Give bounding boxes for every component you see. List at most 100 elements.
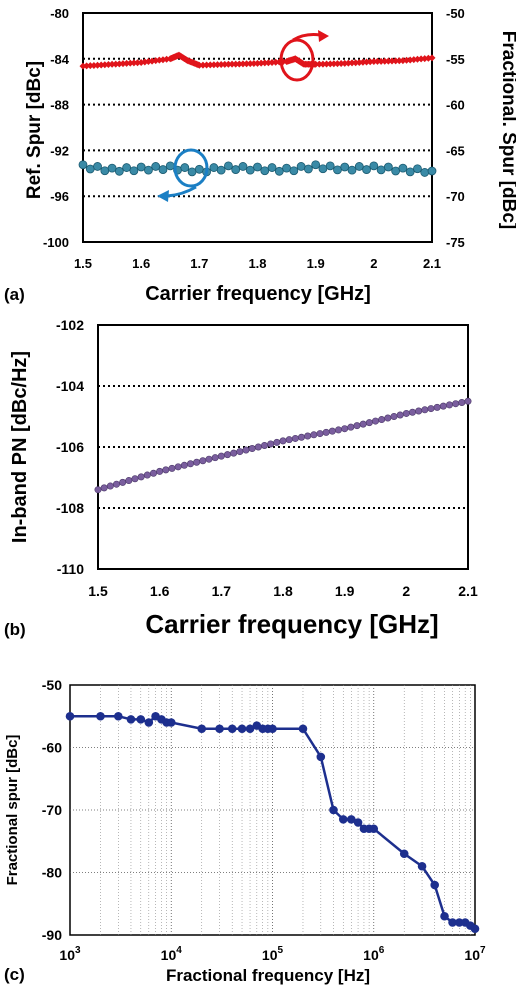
pn-point <box>137 473 145 481</box>
xtick-label-c: 105 <box>262 945 284 963</box>
ref-spur-point <box>274 166 284 176</box>
ytick-label-c: -90 <box>42 927 62 943</box>
ref-spur-point <box>376 165 386 175</box>
pn-point <box>304 432 312 440</box>
ylabel-right-a: Fractional. Spur [dBc] <box>498 31 516 229</box>
ref-spur-point <box>165 161 175 171</box>
ref-spur-point <box>260 166 270 176</box>
ytick-label-c: -50 <box>42 677 62 693</box>
xtick-label-c: 104 <box>161 945 183 963</box>
pn-point <box>94 486 102 494</box>
fractional-spur-c-point <box>227 724 237 734</box>
ytick-label-a: -92 <box>50 143 69 158</box>
fractional-spur-point <box>195 61 203 69</box>
ref-spur-point <box>383 162 393 172</box>
fractional-spur-point <box>228 60 236 68</box>
y2tick-label-a: -70 <box>446 189 465 204</box>
fractional-spur-point <box>250 59 258 67</box>
fractional-spur-point <box>239 60 247 68</box>
ref-spur-point <box>194 164 204 174</box>
fractional-spur-c-point <box>136 715 146 724</box>
fractional-spur-c-point <box>338 815 348 824</box>
pn-point <box>452 400 460 408</box>
pn-point <box>402 409 410 417</box>
xtick-label-c: 103 <box>59 945 81 963</box>
panel-label-c: (c) <box>4 965 25 984</box>
pn-point <box>205 455 213 463</box>
pn-point <box>150 469 158 477</box>
pn-point <box>445 401 453 409</box>
fractional-spur-point <box>243 60 251 68</box>
ytick-label-c: -70 <box>42 802 62 818</box>
pn-point <box>279 437 287 445</box>
pn-point <box>106 482 114 490</box>
fractional-spur-c-point <box>353 818 363 827</box>
fractional-spur-point <box>315 60 323 68</box>
xtick-label-b: 2.1 <box>458 583 478 599</box>
y2tick-label-a: -55 <box>446 52 465 67</box>
ref-spur-point <box>231 165 241 174</box>
fractional-spur-c-point <box>369 824 379 834</box>
fractional-spur-c-point <box>417 861 427 871</box>
pn-point <box>217 452 225 460</box>
pn-point <box>224 451 232 459</box>
fractional-spur-c-point <box>430 880 440 890</box>
panel-label-b: (b) <box>4 620 26 639</box>
pn-point <box>291 434 299 442</box>
pn-point <box>365 419 373 427</box>
ref-spur-point <box>158 165 168 174</box>
fractional-spur-point <box>217 61 225 69</box>
xtick-label-a: 1.8 <box>248 256 266 271</box>
xtick-label-b: 1.5 <box>88 583 108 599</box>
fractional-spur-point <box>395 57 403 65</box>
xtick-label-c: 107 <box>464 945 486 963</box>
fractional-spur-c-point <box>268 724 277 734</box>
pn-point <box>267 440 275 448</box>
ref-spur-point <box>209 163 219 172</box>
fractional-spur-point <box>333 60 341 68</box>
ref-spur-point <box>413 164 422 174</box>
pn-point <box>384 414 392 422</box>
ylabel-b: In-band PN [dBc/Hz] <box>9 351 31 543</box>
fractional-spur-point <box>232 60 240 68</box>
pn-point <box>230 449 238 457</box>
ref-spur-point <box>78 160 88 170</box>
ref-spur-point <box>347 165 357 175</box>
ref-spur-point <box>245 165 255 175</box>
ref-spur-point <box>129 166 139 176</box>
pn-point <box>236 448 244 456</box>
pn-point <box>168 464 176 472</box>
pn-point <box>316 430 324 438</box>
fractional-spur-point <box>326 60 334 68</box>
pn-point <box>180 461 188 469</box>
fractional-spur-c-point <box>440 911 449 921</box>
pn-point <box>464 397 472 405</box>
fractional-spur-point <box>206 61 214 69</box>
pn-point <box>193 458 201 466</box>
xtick-label-b: 1.9 <box>335 583 355 599</box>
pn-point <box>211 454 219 462</box>
xlabel-c: Fractional frequency [Hz] <box>166 966 370 985</box>
ytick-label-b: -108 <box>56 500 84 516</box>
xtick-label-a: 1.5 <box>74 256 92 271</box>
ytick-label-a: -96 <box>50 189 69 204</box>
ref-spur-point <box>318 164 328 174</box>
y2tick-label-a: -75 <box>446 235 465 250</box>
fractional-spur-c-point <box>197 724 207 734</box>
ytick-label-a: -84 <box>50 52 70 67</box>
ref-spur-point <box>107 163 117 173</box>
ref-spur-point <box>224 161 233 171</box>
fractional-spur-c-point <box>237 724 247 734</box>
plot-frame-a <box>82 12 433 243</box>
xtick-label-a: 2 <box>370 256 377 271</box>
chart-b: -110 -108 -106 -104 -102 1.5 1.6 1.7 1.8 1.9 2 2.1… <box>4 317 478 639</box>
ref-spur-point <box>391 166 401 176</box>
xtick-label-a: 1.6 <box>132 256 150 271</box>
fractional-spur-c-point <box>144 718 154 727</box>
pn-point <box>131 475 139 483</box>
fractional-spur-point <box>319 60 327 68</box>
fractional-spur-point <box>235 60 243 68</box>
ref-spur-point <box>216 165 226 175</box>
ref-spur-point <box>296 162 306 171</box>
